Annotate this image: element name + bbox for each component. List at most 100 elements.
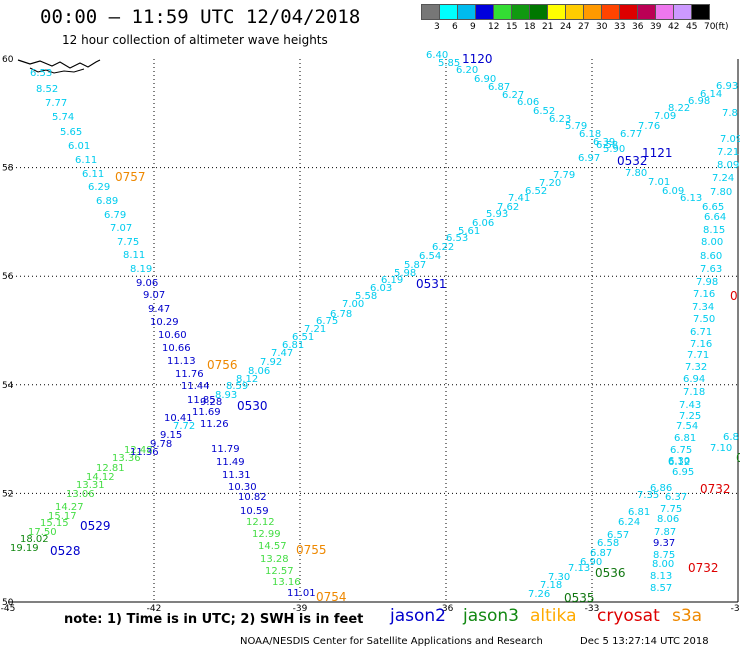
- wave-height-reading: 11.36: [130, 447, 159, 458]
- wave-height-reading: 8.09: [717, 160, 739, 171]
- legend-label: 6: [452, 22, 458, 32]
- wave-height-reading: 7.21: [304, 324, 326, 335]
- wave-height-reading: 6.06: [517, 97, 539, 108]
- wave-height-reading: 7.92: [260, 357, 282, 368]
- coastline-fragment: [29, 67, 85, 74]
- wave-height-reading: 6.19: [381, 275, 403, 286]
- wave-height-reading: 6.11: [75, 155, 97, 166]
- wave-height-reading: 7.50: [693, 314, 715, 325]
- wave-height-reading: 7.24: [712, 173, 734, 184]
- color-legend-labels: 3 6 9 12 15 18 21 24 27 30 33 36 39 42 45 70 (ft): [421, 22, 740, 34]
- pass-time-label: 0: [736, 451, 740, 465]
- wave-height-reading: 7.35: [637, 490, 659, 501]
- wave-height-reading: 7.98: [696, 277, 718, 288]
- wave-height-reading: 6.79: [104, 210, 126, 221]
- wave-height-reading: 6.18: [579, 129, 601, 140]
- wave-height-reading: 6.58: [596, 140, 618, 151]
- legend-label: 3: [434, 22, 440, 32]
- wave-height-reading: 8.59: [226, 381, 248, 392]
- wave-height-reading: 8.13: [650, 571, 672, 582]
- satellite-label-cryosat: cryosat: [597, 606, 660, 626]
- wave-height-reading: 5.85: [438, 58, 460, 69]
- track-east-column: 7.87.097.218.097.247.806.648.158.008.607…: [650, 108, 740, 594]
- wave-height-reading: 6.78: [330, 309, 352, 320]
- wave-height-reading: 6.06: [472, 218, 494, 229]
- wave-height-reading: 6.24: [618, 517, 640, 528]
- legend-label: 70: [704, 22, 716, 32]
- wave-height-reading: 6.03: [370, 283, 392, 294]
- pass-time-label: 0732: [700, 482, 731, 496]
- wave-height-reading: 7.43: [679, 400, 701, 411]
- wave-height-reading: 7.8: [722, 108, 738, 119]
- wave-height-reading: 11.69: [192, 407, 221, 418]
- wave-height-reading: 6.12: [668, 457, 690, 468]
- wave-height-reading: 6.77: [620, 129, 642, 140]
- wave-height-reading: 7.54: [676, 421, 698, 432]
- x-tick-label: -39: [293, 604, 308, 614]
- wave-height-reading: 7.13: [568, 563, 590, 574]
- wave-height-reading: 9.15: [160, 430, 182, 441]
- pass-time-label: 0532: [617, 154, 648, 168]
- wave-height-reading: 8.60: [700, 251, 722, 262]
- wave-height-reading: 9.07: [143, 290, 165, 301]
- wave-height-reading: 5.93: [486, 209, 508, 220]
- wave-height-reading: 8.15: [703, 225, 725, 236]
- wave-height-reading: 6.13: [680, 193, 702, 204]
- wave-height-reading: 7.63: [700, 264, 722, 275]
- wave-height-reading: 7.21: [717, 147, 739, 158]
- wave-height-reading: 6.75: [316, 316, 338, 327]
- wave-height-reading: 7.07: [110, 223, 132, 234]
- page-title: 00:00 – 11:59 UTC 12/04/2018: [40, 6, 361, 28]
- wave-height-reading: 7.26: [528, 589, 550, 600]
- wave-height-reading: 5.87: [404, 260, 426, 271]
- pass-time-label: 0531: [416, 277, 447, 291]
- wave-height-reading: 7.01: [648, 177, 670, 188]
- wave-height-reading: 6.23: [549, 114, 571, 125]
- wave-height-reading: 7.10: [710, 443, 732, 454]
- wave-height-reading: 5.79: [565, 121, 587, 132]
- wave-height-reading: 7.30: [548, 572, 570, 583]
- wave-height-reading: 7.09: [654, 111, 676, 122]
- wave-height-reading: 10.30: [228, 482, 257, 493]
- legend-label: 27: [578, 22, 590, 32]
- wave-height-reading: 7.16: [693, 289, 715, 300]
- wave-height-reading: 14.57: [258, 541, 287, 552]
- wave-height-reading: 6.11: [82, 169, 104, 180]
- wave-height-reading: 6.52: [533, 106, 555, 117]
- wave-height-reading: 5.98: [394, 268, 416, 279]
- legend-label: 18: [524, 22, 536, 32]
- legend-label: 24: [560, 22, 572, 32]
- wave-height-reading: 11.76: [175, 369, 204, 380]
- satellite-label-s3a: s3a: [672, 606, 703, 626]
- wave-height-reading: 15.17: [48, 511, 77, 522]
- wave-height-reading: 7.75: [660, 504, 682, 515]
- wave-height-reading: 7.75: [117, 237, 139, 248]
- pass-time-label: 0756: [207, 358, 238, 372]
- wave-height-reading: 6.40: [426, 50, 448, 61]
- wave-height-reading: 11.26: [200, 419, 229, 430]
- wave-height-reading: 8.22: [668, 103, 690, 114]
- pass-time-label: 0528: [50, 544, 81, 558]
- footnote: note: 1) Time is in UTC; 2) SWH is in fe…: [64, 612, 364, 627]
- wave-height-reading: 6.89: [96, 196, 118, 207]
- wave-height-reading: 6.86: [650, 483, 672, 494]
- pass-time-label: 0754: [316, 590, 347, 604]
- wave-height-reading: 6.52: [525, 186, 547, 197]
- wave-height-reading: 11.79: [211, 444, 240, 455]
- wave-height-reading: 11.49: [216, 457, 245, 468]
- legend-label: 42: [668, 22, 680, 32]
- y-tick-label: 60: [2, 55, 14, 65]
- x-tick-label: -30: [731, 604, 740, 614]
- wave-height-reading: 14.27: [55, 502, 84, 513]
- wave-height-reading: 7.80: [710, 187, 732, 198]
- wave-height-reading: 7.00: [342, 299, 364, 310]
- wave-height-reading: 6.64: [704, 212, 726, 223]
- satellite-label-altika: altika: [530, 606, 577, 626]
- wave-height-reading: 6.53: [446, 233, 468, 244]
- wave-height-reading: 6.81: [628, 507, 650, 518]
- legend-label: 39: [650, 22, 662, 32]
- wave-height-reading: 6.27: [502, 90, 524, 101]
- wave-height-reading: 18.02: [20, 534, 49, 545]
- wave-height-reading: 12.99: [252, 529, 281, 540]
